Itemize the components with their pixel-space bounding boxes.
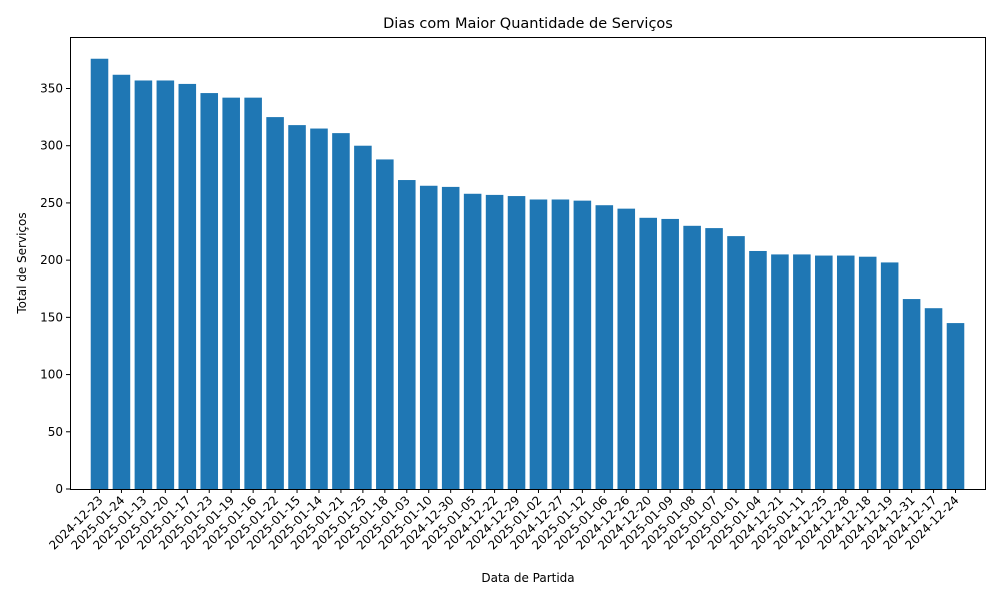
- bar-2024-12-26: [617, 208, 636, 489]
- x-axis-ticks: 2024-12-232025-01-242025-01-132025-01-20…: [46, 489, 962, 552]
- bar-2024-12-21: [771, 254, 789, 489]
- chart-title: Dias com Maior Quantidade de Serviços: [383, 16, 673, 32]
- bars-group: [90, 58, 965, 490]
- bar-2025-01-02: [529, 199, 548, 490]
- bar-2024-12-27: [551, 199, 570, 490]
- bar-2025-01-03: [398, 180, 416, 490]
- y-tick-label: 300: [40, 139, 63, 153]
- bar-2025-01-08: [683, 225, 701, 489]
- y-tick-label: 0: [55, 482, 63, 496]
- bar-2024-12-23: [90, 58, 109, 490]
- bar-2024-12-19: [880, 262, 899, 489]
- bar-2025-01-17: [178, 83, 197, 490]
- bar-2025-01-24: [112, 74, 131, 489]
- bar-2024-12-25: [815, 255, 833, 489]
- y-tick-label: 100: [40, 368, 63, 382]
- bar-2024-12-17: [924, 308, 943, 489]
- x-axis-title: Data de Partida: [481, 571, 574, 585]
- y-tick-label: 150: [40, 310, 63, 324]
- bar-2025-01-18: [376, 159, 394, 489]
- bar-2025-01-11: [793, 254, 811, 489]
- bar-2025-01-13: [134, 80, 153, 489]
- bar-2024-12-31: [902, 299, 921, 489]
- y-tick-label: 250: [40, 196, 63, 210]
- bar-2025-01-15: [288, 125, 306, 490]
- bar-2025-01-07: [705, 228, 723, 489]
- plot-frame: [70, 37, 986, 490]
- bar-2025-01-12: [573, 200, 592, 489]
- bar-2025-01-04: [749, 250, 767, 489]
- bar-2024-12-20: [639, 217, 657, 490]
- bar-2025-01-21: [332, 133, 350, 489]
- bar-2024-12-28: [836, 255, 855, 489]
- bar-2025-01-05: [463, 193, 482, 489]
- bar-2025-01-10: [419, 185, 438, 489]
- y-axis-title: Total de Serviços: [15, 212, 29, 314]
- y-tick-label: 350: [40, 81, 63, 95]
- y-tick-label: 50: [48, 425, 63, 439]
- bar-2025-01-20: [156, 80, 175, 489]
- bar-2024-12-24: [946, 323, 965, 489]
- bar-2025-01-09: [661, 218, 679, 489]
- bar-2024-12-30: [441, 186, 460, 489]
- bar-2025-01-25: [354, 145, 372, 489]
- bar-2025-01-22: [266, 117, 284, 489]
- bar-2025-01-16: [244, 97, 262, 490]
- bar-2024-12-18: [858, 256, 877, 489]
- bar-2025-01-19: [222, 97, 240, 490]
- bar-2025-01-01: [727, 236, 745, 489]
- y-tick-label: 200: [40, 253, 63, 267]
- bar-2025-01-23: [200, 93, 219, 489]
- bar-2024-12-29: [507, 196, 526, 489]
- bar-2025-01-06: [595, 205, 614, 489]
- y-axis-ticks: 0 50 100 150 200 250 300 350: [40, 81, 70, 496]
- bar-2025-01-14: [310, 128, 328, 490]
- bar-2024-12-22: [485, 194, 504, 489]
